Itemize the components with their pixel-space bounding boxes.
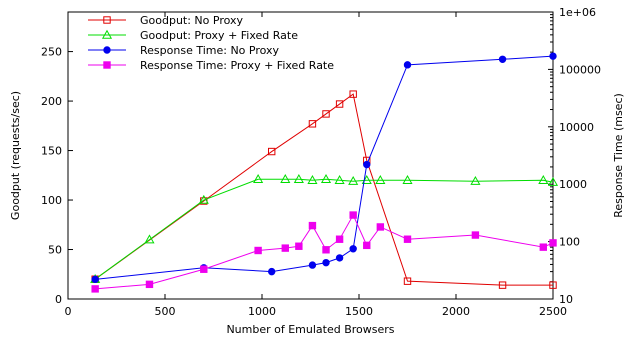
- y-right-tick-label: 100000: [559, 63, 601, 76]
- data-point: [363, 241, 371, 250]
- plot-frame: [67, 11, 554, 300]
- y-left-tick-label: 0: [55, 293, 62, 306]
- y-right-tick-label: 10000: [559, 121, 594, 134]
- legend-label: Goodput: Proxy + Fixed Rate: [140, 29, 298, 42]
- data-point: [376, 223, 385, 231]
- data-point: [549, 239, 557, 247]
- data-point: [471, 231, 480, 239]
- data-point: [403, 277, 412, 285]
- data-point: [403, 235, 412, 243]
- x-axis-label: Number of Emulated Browsers: [226, 323, 394, 336]
- legend-entry: Response Time: Proxy + Fixed Rate: [88, 59, 334, 72]
- y-left-tick-label: 50: [48, 244, 62, 257]
- data-point: [200, 265, 208, 273]
- data-point: [253, 174, 264, 183]
- data-point: [375, 175, 386, 184]
- data-point: [308, 261, 317, 269]
- x-tick-label: 2500: [539, 305, 567, 318]
- data-point: [470, 176, 481, 185]
- y-left-tick-label: 250: [41, 46, 62, 59]
- legend-entry: Response Time: No Proxy: [88, 44, 280, 57]
- data-point: [254, 246, 262, 255]
- data-point: [322, 110, 330, 118]
- data-point: [295, 242, 303, 250]
- data-point: [334, 175, 345, 184]
- data-point: [349, 90, 357, 98]
- data-point: [349, 211, 357, 219]
- axis-ticks: 0 500 1000 1500 2000 2500 0 50 100 150 200 250 10 100…: [41, 6, 601, 318]
- legend: Goodput: No Proxy Goodput: Proxy + Fixed …: [88, 14, 334, 72]
- series-3: [91, 211, 557, 293]
- data-point: [402, 175, 413, 184]
- data-point: [335, 254, 344, 262]
- data-point: [280, 174, 291, 183]
- data-point: [293, 174, 304, 183]
- legend-swatch-marker: [103, 16, 111, 24]
- series-1: [90, 174, 559, 283]
- legend-entry: Goodput: Proxy + Fixed Rate: [88, 29, 298, 42]
- data-point: [268, 267, 276, 276]
- data-point: [307, 175, 318, 184]
- data-point: [91, 285, 99, 293]
- y-left-tick-label: 200: [41, 95, 62, 108]
- series-line: [95, 213, 554, 290]
- data-point: [539, 243, 547, 251]
- series-line: [94, 178, 554, 280]
- data-point: [403, 61, 412, 69]
- data-point: [363, 160, 371, 169]
- legend-entry: Goodput: No Proxy: [88, 14, 244, 27]
- data-point: [348, 176, 359, 185]
- y-right-tick-label: 1000: [559, 178, 587, 191]
- legend-label: Response Time: Proxy + Fixed Rate: [140, 59, 334, 72]
- y-left-tick-label: 100: [41, 194, 62, 207]
- data-point: [320, 174, 332, 183]
- data-point: [549, 52, 557, 60]
- data-point: [308, 120, 317, 128]
- data-point: [144, 234, 155, 244]
- y-right-tick-label: 1e+06: [559, 6, 596, 19]
- y-left-tick-label: 150: [41, 145, 62, 158]
- data-point: [268, 147, 276, 156]
- data-point: [498, 281, 507, 289]
- data-point: [547, 177, 559, 186]
- legend-label: Goodput: No Proxy: [140, 14, 244, 27]
- data-point: [322, 258, 330, 267]
- series-0: [91, 90, 557, 289]
- legend-label: Response Time: No Proxy: [140, 44, 280, 57]
- x-tick-label: 1500: [345, 305, 373, 318]
- y-axis-right-label: Response Time (msec): [612, 93, 625, 218]
- x-tick-label: 2000: [442, 305, 470, 318]
- data-point: [198, 194, 209, 204]
- series-layer: [90, 52, 559, 293]
- y-right-tick-label: 100: [559, 236, 580, 249]
- x-tick-label: 500: [155, 305, 176, 318]
- y-right-tick-label: 10: [559, 293, 573, 306]
- data-point: [281, 244, 289, 252]
- legend-swatch-marker: [103, 46, 111, 54]
- data-point: [145, 280, 154, 289]
- legend-swatch-marker: [103, 61, 111, 69]
- legend-swatch-marker: [101, 29, 113, 39]
- data-point: [335, 100, 344, 108]
- y-axis-left-label: Goodput (requests/sec): [9, 91, 22, 220]
- data-point: [498, 55, 507, 63]
- data-point: [538, 175, 549, 184]
- data-point: [91, 275, 99, 284]
- series-line: [94, 93, 553, 286]
- data-point: [322, 246, 330, 254]
- x-tick-label: 1000: [248, 305, 276, 318]
- x-tick-label: 0: [65, 305, 72, 318]
- data-point: [349, 245, 357, 253]
- data-point: [335, 235, 344, 243]
- data-point: [549, 281, 557, 289]
- data-point: [308, 221, 317, 230]
